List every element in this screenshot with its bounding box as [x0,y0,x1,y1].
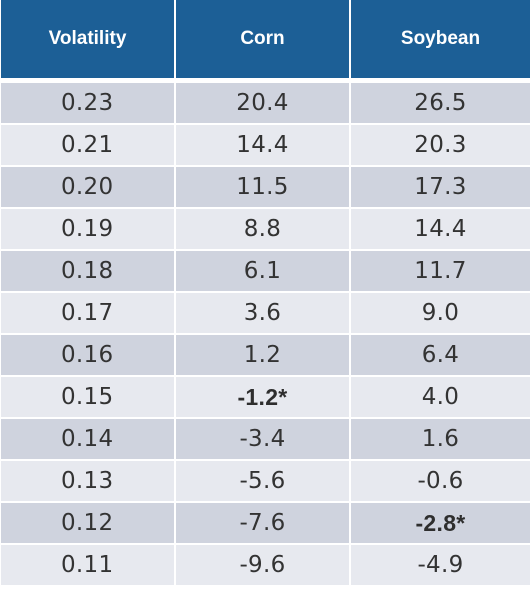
table-row: 0.18 6.1 11.7 [1,251,530,293]
cell-soybean: -4.9 [351,545,530,587]
cell-volatility: 0.23 [1,83,176,125]
table-row: 0.12 -7.6 -2.8* [1,503,530,545]
table-header: Volatility Corn Soybean [1,0,530,83]
cell-volatility: 0.21 [1,125,176,167]
cell-corn: 3.6 [176,293,351,335]
cell-corn: 20.4 [176,83,351,125]
table-row: 0.11 -9.6 -4.9 [1,545,530,587]
cell-corn: -3.4 [176,419,351,461]
cell-soybean: 4.0 [351,377,530,419]
table-row: 0.13 -5.6 -0.6 [1,461,530,503]
cell-soybean: 26.5 [351,83,530,125]
header-corn: Corn [176,0,351,83]
cell-soybean: 14.4 [351,209,530,251]
cell-corn: -7.6 [176,503,351,545]
cell-volatility: 0.14 [1,419,176,461]
cell-volatility: 0.12 [1,503,176,545]
cell-soybean: -0.6 [351,461,530,503]
cell-soybean: 6.4 [351,335,530,377]
table-row: 0.16 1.2 6.4 [1,335,530,377]
cell-corn: 14.4 [176,125,351,167]
cell-soybean-highlighted: -2.8* [351,503,530,545]
cell-soybean: 11.7 [351,251,530,293]
cell-volatility: 0.20 [1,167,176,209]
header-row: Volatility Corn Soybean [1,0,530,83]
table-row: 0.21 14.4 20.3 [1,125,530,167]
cell-corn: -9.6 [176,545,351,587]
table-row: 0.23 20.4 26.5 [1,83,530,125]
table-row: 0.17 3.6 9.0 [1,293,530,335]
cell-soybean: 9.0 [351,293,530,335]
cell-corn: 6.1 [176,251,351,293]
table-row: 0.19 8.8 14.4 [1,209,530,251]
cell-volatility: 0.19 [1,209,176,251]
table-row: 0.20 11.5 17.3 [1,167,530,209]
cell-corn-highlighted: -1.2* [176,377,351,419]
cell-volatility: 0.15 [1,377,176,419]
cell-soybean: 17.3 [351,167,530,209]
table-body: 0.23 20.4 26.5 0.21 14.4 20.3 0.20 11.5 … [1,83,530,587]
header-volatility: Volatility [1,0,176,83]
cell-soybean: 1.6 [351,419,530,461]
volatility-table: Volatility Corn Soybean 0.23 20.4 26.5 0… [1,0,530,587]
cell-volatility: 0.11 [1,545,176,587]
header-soybean: Soybean [351,0,530,83]
cell-volatility: 0.13 [1,461,176,503]
cell-corn: 11.5 [176,167,351,209]
cell-corn: 8.8 [176,209,351,251]
cell-volatility: 0.16 [1,335,176,377]
cell-soybean: 20.3 [351,125,530,167]
table-row: 0.15 -1.2* 4.0 [1,377,530,419]
cell-volatility: 0.18 [1,251,176,293]
cell-volatility: 0.17 [1,293,176,335]
cell-corn: -5.6 [176,461,351,503]
table-row: 0.14 -3.4 1.6 [1,419,530,461]
cell-corn: 1.2 [176,335,351,377]
